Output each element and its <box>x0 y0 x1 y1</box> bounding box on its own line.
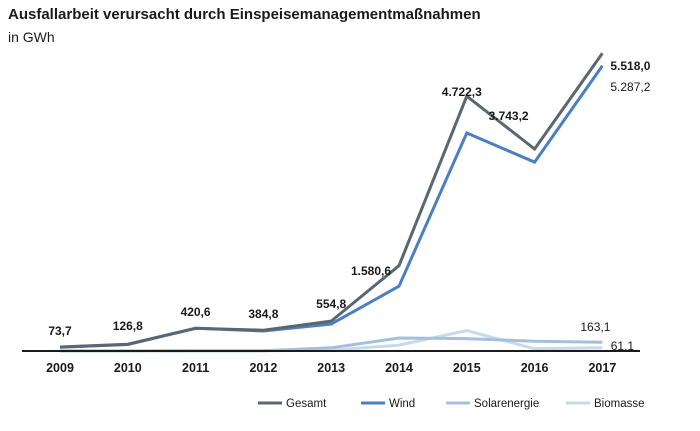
data-label-gesamt: 554,8 <box>316 297 346 311</box>
x-tick-label: 2016 <box>521 361 549 375</box>
x-tick-label: 2013 <box>317 361 345 375</box>
x-tick-label: 2009 <box>46 361 74 375</box>
data-label-gesamt: 420,6 <box>181 305 211 319</box>
legend-label: Biomasse <box>594 398 645 410</box>
x-tick-label: 2011 <box>182 361 209 375</box>
x-tick-label: 2014 <box>385 361 413 375</box>
data-label-gesamt: 384,8 <box>248 307 278 321</box>
data-label-wind: 5.287,2 <box>610 80 650 94</box>
chart-title: Ausfallarbeit verursacht durch Einspeise… <box>8 6 481 23</box>
legend-label: Solarenergie <box>474 398 539 410</box>
x-tick-label: 2017 <box>588 361 616 375</box>
data-label-gesamt: 73,7 <box>48 324 72 338</box>
data-label-gesamt: 3.743,2 <box>489 109 529 123</box>
series-line-gesamt <box>59 52 604 349</box>
data-label-gesamt: 5.518,0 <box>610 59 650 73</box>
data-label-biomasse: 61,1 <box>611 339 635 353</box>
x-tick-label: 2015 <box>453 361 481 375</box>
x-tick-label: 2012 <box>249 361 277 375</box>
data-label-gesamt: 1.580,6 <box>351 264 391 278</box>
legend-label: Gesamt <box>286 398 327 410</box>
x-tick-label: 2010 <box>114 361 142 375</box>
data-label-solar: 163,1 <box>580 320 610 334</box>
data-label-gesamt: 126,8 <box>113 319 143 333</box>
data-label-gesamt: 4.722,3 <box>442 85 482 99</box>
chart-subtitle: in GWh <box>8 29 55 45</box>
legend-label: Wind <box>389 398 415 410</box>
